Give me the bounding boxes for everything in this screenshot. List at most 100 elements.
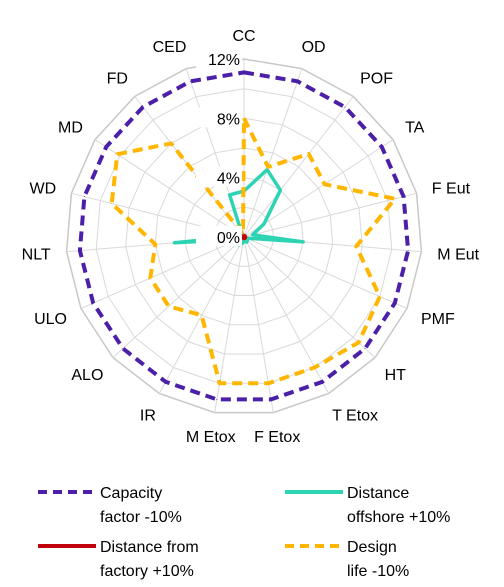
series-point: [168, 305, 170, 307]
series-point: [111, 203, 113, 204]
series-point: [219, 382, 221, 384]
legend-item-design-life: Design life -10%: [283, 536, 409, 584]
legend-label: Distance from factory +10%: [100, 539, 199, 580]
legend-label: Distance offshore +10%: [347, 485, 451, 526]
series-point: [297, 80, 298, 82]
category-label: WD: [30, 180, 57, 197]
series-point: [403, 196, 405, 198]
tick-label: 12%: [208, 52, 240, 69]
category-label: FD: [107, 71, 128, 88]
series-point: [394, 302, 396, 304]
grid-spoke: [243, 192, 417, 238]
category-label: OD: [302, 39, 326, 56]
category-label: HT: [385, 367, 407, 384]
series-point: [270, 398, 272, 400]
category-label: CC: [232, 28, 255, 45]
series-point: [165, 381, 167, 383]
series-point: [302, 241, 304, 243]
tick-label: 4%: [217, 171, 240, 188]
series-point: [407, 250, 409, 252]
tick-label-bg: [196, 48, 242, 68]
radial-tick-labels: 0% 4% 8% 12%: [196, 48, 242, 247]
grid-spoke: [112, 236, 245, 358]
legend-item-distance-from-factory: Distance from factory +10%: [36, 536, 199, 584]
series-point: [170, 142, 172, 144]
category-label: M Eut: [437, 247, 479, 264]
grid-spoke: [243, 236, 376, 358]
tick-label: 0%: [217, 230, 240, 247]
series-point: [252, 234, 254, 236]
series-point: [394, 198, 396, 200]
series-point: [229, 194, 231, 196]
series-point: [83, 196, 85, 198]
series-point: [355, 245, 357, 247]
grid-spoke: [243, 68, 303, 238]
grid-ring: [154, 147, 334, 326]
series-point: [381, 146, 383, 148]
series-point: [242, 233, 244, 235]
grid-spoke: [243, 96, 354, 238]
series-point: [279, 189, 281, 191]
tick-label-bg: [196, 107, 242, 128]
series-point: [122, 348, 124, 349]
category-label: POF: [360, 71, 393, 88]
series-point: [321, 381, 323, 383]
grid-spoke: [243, 139, 394, 238]
series-point: [190, 80, 191, 82]
category-label: M Etox: [186, 429, 236, 446]
grid-spoke: [80, 236, 245, 309]
series-point: [364, 348, 366, 349]
legend: Capacity factor -10% Distance offshore +…: [0, 478, 504, 587]
series-point: [201, 314, 203, 316]
series-point: [243, 71, 245, 73]
series-point: [267, 166, 269, 168]
series-point: [174, 242, 175, 244]
series-point: [267, 382, 269, 384]
legend-label: Design life -10%: [347, 539, 410, 580]
series-point: [116, 153, 118, 155]
series-point: [79, 250, 81, 252]
category-label: NLT: [22, 247, 51, 264]
radar-chart: CC OD POF TA F Eut M Eut PMF HT T Etox F Etox M Et…: [22, 28, 480, 446]
legend-swatch: [283, 536, 345, 556]
series-point: [263, 223, 265, 225]
category-label: T Etox: [332, 408, 378, 425]
category-label: TA: [405, 120, 425, 137]
series-point: [216, 398, 218, 400]
series-point: [358, 342, 360, 343]
grid-ring: [184, 177, 304, 296]
series-point: [242, 242, 244, 244]
series-point: [344, 106, 346, 108]
tick-label-bg: [196, 226, 242, 246]
category-label: F Eut: [432, 180, 471, 197]
series-line-0: [77, 70, 411, 402]
series-point: [266, 169, 268, 171]
series-point: [246, 241, 248, 243]
legend-swatch: [36, 536, 98, 556]
category-label: PMF: [421, 311, 455, 328]
series-point: [379, 296, 381, 298]
series-point: [92, 302, 94, 304]
legend-item-capacity-factor: Capacity factor -10%: [36, 482, 182, 530]
grid-ring: [65, 58, 423, 414]
legend-swatch: [283, 482, 345, 502]
series-point: [149, 277, 151, 279]
series-point: [308, 153, 310, 155]
grid-ring: [125, 117, 363, 355]
tick-label: 8%: [217, 111, 240, 128]
category-label: ULO: [34, 311, 67, 328]
series-point: [142, 106, 144, 108]
series-point: [243, 235, 244, 237]
category-label: F Etox: [254, 429, 300, 446]
radar-series: [77, 70, 411, 402]
series-point: [105, 146, 107, 148]
category-label: ALO: [71, 367, 103, 384]
tick-label-bg: [196, 166, 242, 187]
series-point: [154, 243, 156, 245]
series-point: [243, 117, 245, 119]
category-label: CED: [153, 39, 187, 56]
grid-spoke: [94, 139, 245, 238]
grid-spoke: [243, 236, 408, 309]
series-point: [314, 367, 316, 368]
category-labels: CC OD POF TA F Eut M Eut PMF HT T Etox F Etox M Et…: [22, 28, 480, 446]
